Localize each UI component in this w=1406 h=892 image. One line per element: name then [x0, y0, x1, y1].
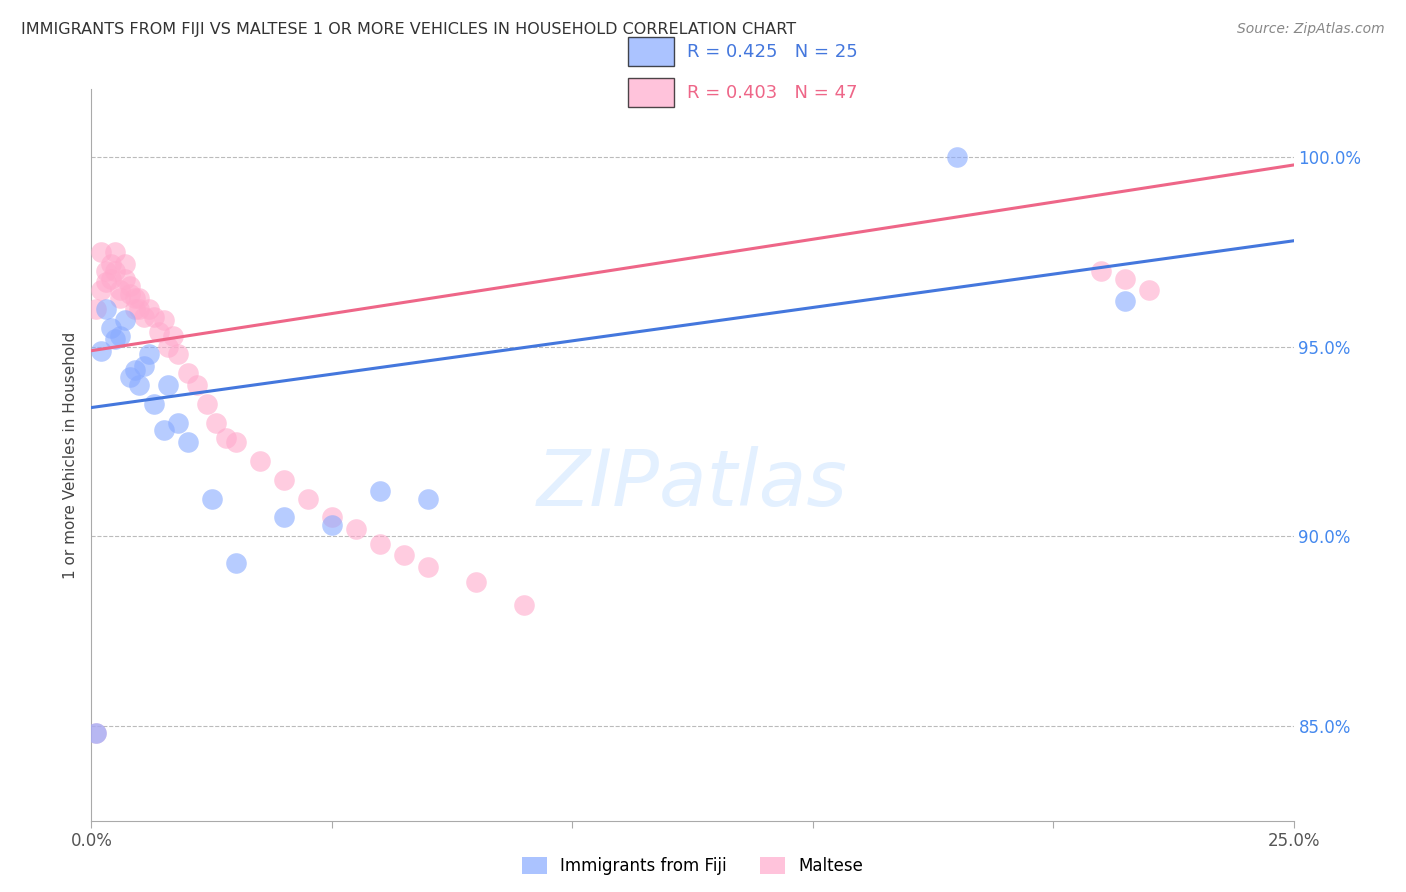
Point [84, 726, 107, 740]
Point [157, 377, 180, 392]
Y-axis label: 1 or more Vehicles in Household: 1 or more Vehicles in Household [63, 331, 79, 579]
Point [118, 286, 141, 301]
Point [1114, 271, 1136, 285]
Point [368, 537, 391, 551]
Point [148, 325, 170, 339]
Point [128, 301, 150, 316]
Point [344, 522, 367, 536]
Point [152, 313, 174, 327]
Point [215, 431, 238, 445]
FancyBboxPatch shape [628, 37, 675, 66]
Point [513, 598, 536, 612]
Point [225, 556, 247, 570]
Point [273, 473, 295, 487]
FancyBboxPatch shape [628, 78, 675, 107]
Point [124, 301, 146, 316]
Point [94, 276, 117, 290]
Point [205, 416, 228, 430]
Point [152, 423, 174, 437]
Point [167, 416, 190, 430]
Point [321, 518, 343, 533]
Point [134, 310, 156, 324]
Point [1137, 283, 1160, 297]
Point [368, 483, 391, 498]
Point [225, 434, 247, 449]
Point [114, 313, 136, 327]
Point [195, 397, 218, 411]
Point [142, 397, 165, 411]
Point [249, 453, 271, 467]
Point [118, 279, 141, 293]
Point [465, 574, 488, 589]
Legend: Immigrants from Fiji, Maltese: Immigrants from Fiji, Maltese [515, 850, 870, 882]
Point [201, 491, 224, 506]
Point [84, 726, 107, 740]
Point [273, 510, 295, 524]
Point [114, 256, 136, 270]
Point [90, 245, 112, 260]
Point [104, 332, 127, 346]
Point [1090, 264, 1112, 278]
Point [167, 347, 190, 361]
Point [416, 559, 439, 574]
Point [297, 491, 319, 506]
Point [90, 343, 112, 358]
Text: IMMIGRANTS FROM FIJI VS MALTESE 1 OR MORE VEHICLES IN HOUSEHOLD CORRELATION CHAR: IMMIGRANTS FROM FIJI VS MALTESE 1 OR MOR… [21, 22, 796, 37]
Point [128, 377, 150, 392]
Point [321, 510, 343, 524]
Text: R = 0.403   N = 47: R = 0.403 N = 47 [686, 84, 858, 102]
Point [94, 301, 117, 316]
Point [84, 301, 107, 316]
Point [176, 434, 198, 449]
Point [162, 328, 184, 343]
Point [186, 377, 208, 392]
Point [124, 362, 146, 376]
Point [110, 328, 132, 343]
Point [157, 340, 180, 354]
Text: ZIPatlas: ZIPatlas [537, 446, 848, 522]
Point [118, 370, 141, 384]
Point [128, 291, 150, 305]
Point [176, 367, 198, 381]
Point [100, 321, 122, 335]
Text: R = 0.425   N = 25: R = 0.425 N = 25 [686, 43, 858, 61]
Point [100, 271, 122, 285]
Point [104, 264, 127, 278]
Point [104, 245, 127, 260]
Point [142, 310, 165, 324]
Point [114, 271, 136, 285]
Point [134, 359, 156, 373]
Point [124, 291, 146, 305]
Point [138, 347, 160, 361]
Point [946, 150, 969, 164]
Point [392, 549, 415, 563]
Point [100, 256, 122, 270]
Point [416, 491, 439, 506]
Point [110, 283, 132, 297]
Point [1114, 294, 1136, 309]
Text: Source: ZipAtlas.com: Source: ZipAtlas.com [1237, 22, 1385, 37]
Point [138, 301, 160, 316]
Point [90, 283, 112, 297]
Point [110, 291, 132, 305]
Point [94, 264, 117, 278]
